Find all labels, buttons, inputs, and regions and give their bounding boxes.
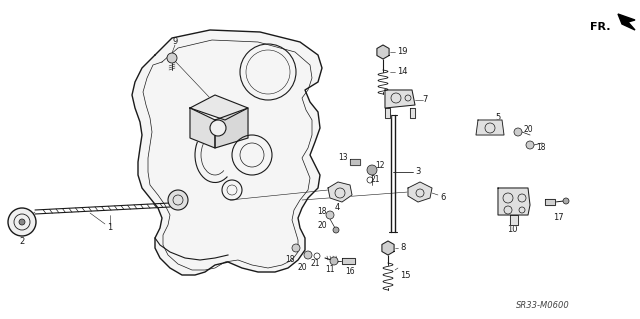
Text: 15: 15: [400, 271, 410, 279]
Text: 20: 20: [524, 125, 534, 135]
Polygon shape: [190, 108, 215, 148]
Polygon shape: [476, 120, 504, 135]
Polygon shape: [382, 241, 394, 255]
Polygon shape: [618, 14, 635, 30]
Circle shape: [526, 141, 534, 149]
Text: 20: 20: [317, 220, 327, 229]
Text: 13: 13: [339, 153, 348, 162]
Circle shape: [330, 257, 338, 265]
Circle shape: [210, 120, 226, 136]
Circle shape: [326, 211, 334, 219]
Polygon shape: [410, 108, 415, 118]
Text: 14: 14: [397, 68, 408, 77]
Text: 18: 18: [285, 256, 295, 264]
Circle shape: [367, 165, 377, 175]
Polygon shape: [498, 188, 530, 215]
Text: 20: 20: [297, 263, 307, 271]
Text: 5: 5: [495, 114, 500, 122]
Polygon shape: [328, 182, 352, 202]
Text: FR.: FR.: [590, 22, 611, 32]
Text: 17: 17: [553, 213, 563, 222]
Circle shape: [514, 128, 522, 136]
Circle shape: [333, 227, 339, 233]
Text: 2: 2: [19, 238, 24, 247]
Text: 10: 10: [507, 226, 517, 234]
Polygon shape: [377, 45, 389, 59]
Text: 16: 16: [345, 268, 355, 277]
Text: 21: 21: [310, 259, 320, 269]
Text: 9: 9: [172, 38, 178, 47]
Circle shape: [168, 190, 188, 210]
Text: 18: 18: [536, 144, 545, 152]
Text: SR33-M0600: SR33-M0600: [516, 300, 570, 309]
Circle shape: [19, 219, 25, 225]
Polygon shape: [215, 108, 248, 148]
Text: 1: 1: [108, 224, 113, 233]
Circle shape: [167, 53, 177, 63]
Text: 3: 3: [415, 167, 420, 176]
Polygon shape: [350, 159, 360, 165]
Circle shape: [304, 251, 312, 259]
Text: 7: 7: [422, 95, 428, 105]
Text: 21: 21: [371, 175, 380, 184]
Circle shape: [292, 244, 300, 252]
Text: 18: 18: [317, 207, 327, 217]
Polygon shape: [385, 108, 390, 118]
Circle shape: [8, 208, 36, 236]
Polygon shape: [545, 199, 555, 205]
Text: 6: 6: [440, 194, 445, 203]
Text: 11: 11: [325, 265, 335, 275]
Text: 19: 19: [397, 48, 408, 56]
Polygon shape: [408, 182, 432, 202]
Polygon shape: [190, 95, 248, 120]
Text: 4: 4: [334, 204, 340, 212]
Text: 8: 8: [400, 243, 405, 253]
Polygon shape: [342, 258, 355, 264]
Circle shape: [563, 198, 569, 204]
Polygon shape: [385, 90, 415, 108]
Text: 12: 12: [375, 160, 385, 169]
Polygon shape: [510, 215, 518, 225]
Polygon shape: [132, 30, 322, 275]
